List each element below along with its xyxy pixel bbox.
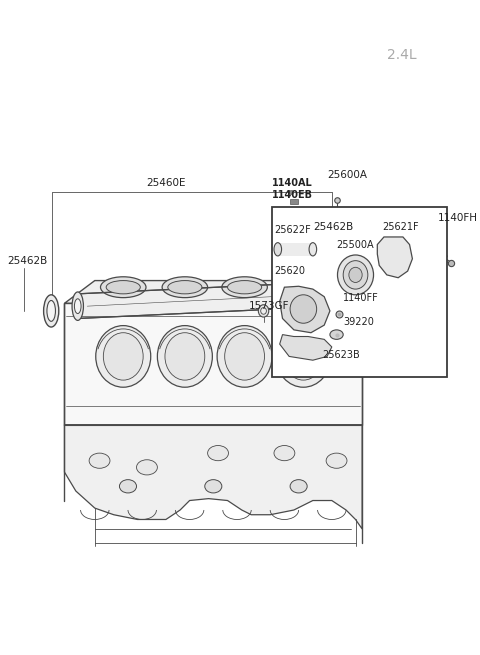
- Ellipse shape: [225, 333, 264, 380]
- Ellipse shape: [89, 453, 110, 468]
- Ellipse shape: [74, 299, 81, 314]
- Ellipse shape: [281, 277, 326, 297]
- Text: 25623B: 25623B: [323, 350, 360, 360]
- Ellipse shape: [326, 453, 347, 468]
- Text: 1140FH: 1140FH: [438, 213, 478, 223]
- Text: 25460E: 25460E: [146, 178, 186, 188]
- Ellipse shape: [47, 301, 56, 322]
- Ellipse shape: [168, 280, 202, 294]
- Polygon shape: [280, 335, 332, 360]
- Ellipse shape: [349, 267, 362, 282]
- Ellipse shape: [72, 292, 84, 320]
- Ellipse shape: [165, 333, 205, 380]
- Ellipse shape: [258, 305, 269, 317]
- Ellipse shape: [228, 280, 262, 294]
- Ellipse shape: [332, 282, 341, 306]
- Text: 2.4L: 2.4L: [387, 48, 417, 62]
- Polygon shape: [78, 282, 336, 318]
- Polygon shape: [64, 280, 362, 303]
- Polygon shape: [280, 286, 330, 333]
- Ellipse shape: [284, 333, 324, 380]
- Text: 1140FF: 1140FF: [343, 293, 379, 303]
- Ellipse shape: [208, 445, 228, 460]
- Ellipse shape: [330, 330, 343, 339]
- Text: 1573GF: 1573GF: [248, 301, 289, 311]
- Text: 25621F: 25621F: [382, 223, 419, 233]
- Polygon shape: [377, 237, 412, 278]
- Text: 25462B: 25462B: [8, 255, 48, 266]
- Text: 25620: 25620: [274, 266, 305, 276]
- Text: 1140AL: 1140AL: [272, 178, 313, 188]
- Ellipse shape: [274, 445, 295, 460]
- Ellipse shape: [157, 326, 212, 387]
- Text: 25462B: 25462B: [313, 223, 353, 233]
- Ellipse shape: [331, 278, 342, 308]
- Ellipse shape: [222, 277, 267, 297]
- Text: 25622F: 25622F: [274, 225, 311, 235]
- Ellipse shape: [286, 280, 321, 294]
- Ellipse shape: [44, 295, 59, 327]
- Polygon shape: [64, 303, 362, 424]
- Polygon shape: [64, 424, 362, 529]
- Bar: [290, 199, 298, 204]
- Text: 25600A: 25600A: [327, 170, 367, 180]
- Ellipse shape: [100, 277, 146, 297]
- Text: 1140EB: 1140EB: [272, 190, 313, 200]
- Ellipse shape: [337, 255, 373, 295]
- Ellipse shape: [333, 284, 340, 301]
- Ellipse shape: [261, 308, 266, 314]
- Polygon shape: [278, 242, 313, 256]
- Ellipse shape: [274, 242, 282, 256]
- Text: 25500A: 25500A: [336, 240, 374, 250]
- Ellipse shape: [96, 326, 151, 387]
- Ellipse shape: [309, 242, 317, 256]
- Ellipse shape: [343, 261, 368, 289]
- Ellipse shape: [217, 326, 272, 387]
- Ellipse shape: [205, 479, 222, 493]
- Ellipse shape: [162, 277, 208, 297]
- Text: 39220: 39220: [343, 317, 374, 328]
- Bar: [272, 206, 447, 377]
- Ellipse shape: [106, 280, 140, 294]
- Ellipse shape: [290, 479, 307, 493]
- Ellipse shape: [103, 333, 143, 380]
- Ellipse shape: [120, 479, 136, 493]
- Ellipse shape: [276, 326, 331, 387]
- Ellipse shape: [290, 295, 317, 323]
- Ellipse shape: [136, 460, 157, 475]
